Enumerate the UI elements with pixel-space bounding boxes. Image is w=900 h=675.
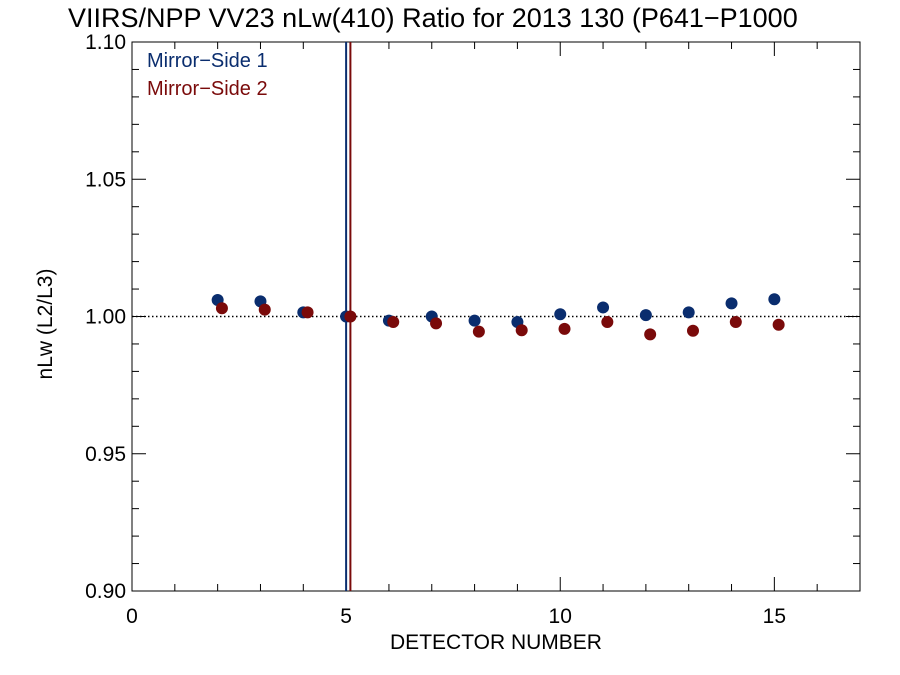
- data-point-series-2: [258, 303, 271, 316]
- data-point-series-2: [558, 322, 571, 335]
- data-point-series-2: [772, 318, 785, 331]
- legend: Mirror−Side 1 Mirror−Side 2: [147, 50, 268, 100]
- y-tick-labels: 0.90 0.95 1.00 1.05 1.10: [85, 31, 126, 603]
- y-tick-label: 1.10: [85, 31, 126, 54]
- y-axis-label: nLw (L2/L3): [34, 269, 57, 380]
- y-tick-label: 0.90: [85, 580, 126, 603]
- legend-entry-mirror-side-1: Mirror−Side 1: [147, 50, 268, 72]
- data-point-series-1: [725, 297, 738, 310]
- data-point-series-2: [301, 306, 314, 319]
- y-tick-label: 0.95: [85, 443, 126, 466]
- data-point-series-2: [644, 328, 657, 341]
- data-point-series-1: [768, 293, 781, 306]
- y-tick-label: 1.05: [85, 168, 126, 191]
- legend-entry-mirror-side-2: Mirror−Side 2: [147, 78, 268, 100]
- x-tick-label: 5: [340, 605, 352, 628]
- data-point-series-2: [729, 315, 742, 328]
- data-point-series-1: [468, 314, 481, 327]
- y-tick-label: 1.00: [85, 306, 126, 329]
- x-axis-label: DETECTOR NUMBER: [390, 631, 602, 654]
- data-point-series-1: [639, 309, 652, 322]
- data-point-series-1: [682, 306, 695, 319]
- data-point-series-2: [344, 310, 357, 323]
- data-point-series-2: [686, 324, 699, 337]
- data-point-series-2: [601, 315, 614, 328]
- data-point-series-1: [554, 308, 567, 321]
- x-tick-label: 15: [763, 605, 786, 628]
- data-points: [211, 293, 785, 341]
- data-point-series-1: [597, 301, 610, 314]
- x-tick-label: 10: [549, 605, 572, 628]
- chart-title: VIIRS/NPP VV23 nLw(410) Ratio for 2013 1…: [68, 3, 798, 33]
- data-point-series-2: [472, 325, 485, 338]
- x-tick-label: 0: [126, 605, 138, 628]
- data-point-series-2: [515, 324, 528, 337]
- data-point-series-2: [387, 315, 400, 328]
- x-tick-labels: 0 5 10 15: [126, 605, 786, 628]
- data-point-series-2: [430, 317, 443, 330]
- data-point-series-2: [215, 302, 228, 315]
